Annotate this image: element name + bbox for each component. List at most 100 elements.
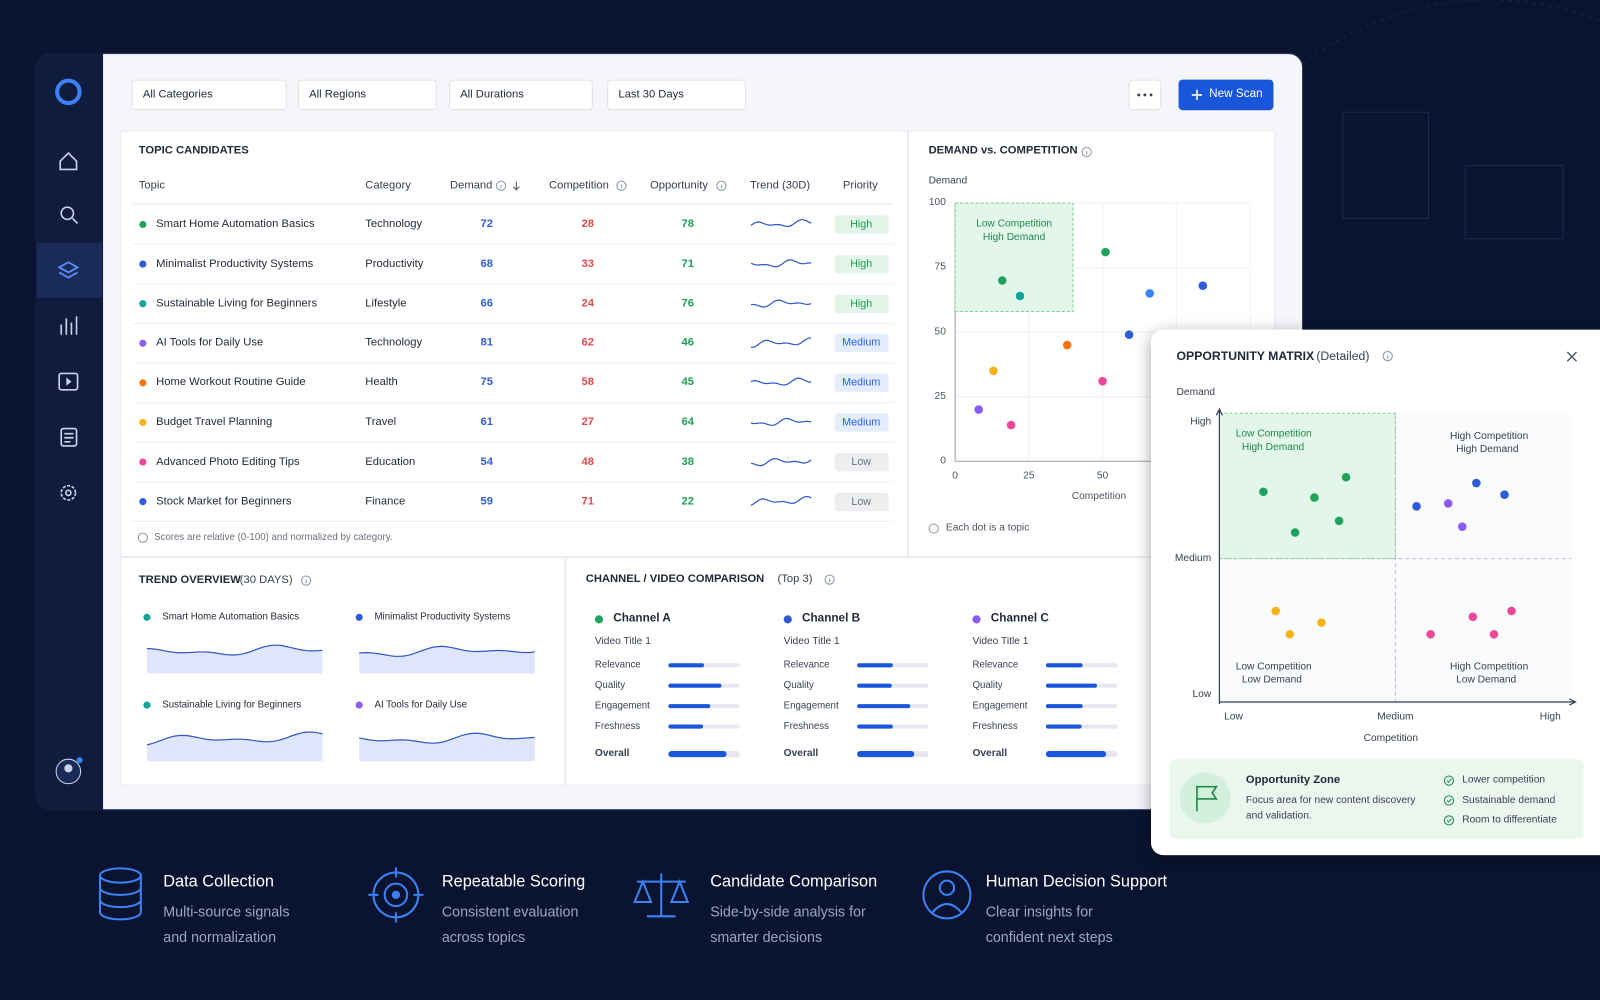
icon-doc-lines bbox=[64, 432, 74, 443]
column-header: Category bbox=[365, 179, 411, 192]
priority-label: High bbox=[850, 257, 873, 270]
icon-home bbox=[59, 151, 78, 171]
matrix-point bbox=[1507, 606, 1516, 616]
check-label: Room to differentiate bbox=[1462, 814, 1557, 826]
section-title: CHANNEL / VIDEO COMPARISON bbox=[585, 572, 765, 586]
filter-dropdown[interactable] bbox=[448, 79, 593, 111]
check-label: Sustainable demand bbox=[1462, 794, 1556, 806]
chart-note: Each dot is a topic bbox=[945, 522, 1030, 534]
sort-arrow bbox=[512, 181, 520, 191]
quadrant-label: Low Demand bbox=[1241, 674, 1302, 686]
score: 78 bbox=[681, 217, 694, 231]
topic-dot bbox=[139, 300, 147, 308]
x-tick-label: High bbox=[1539, 711, 1561, 723]
icon-video bbox=[58, 372, 79, 391]
topic-category: Education bbox=[365, 455, 416, 468]
feature-icon bbox=[938, 879, 956, 896]
feature-title: Human Decision Support bbox=[985, 873, 1168, 891]
x-tick-label: Medium bbox=[1377, 711, 1414, 723]
topic-category: Travel bbox=[365, 415, 397, 429]
x-axis-label: Competition bbox=[1071, 490, 1127, 503]
info-icon bbox=[716, 180, 727, 191]
metric-label: Quality bbox=[972, 679, 1003, 692]
filter-dropdown[interactable] bbox=[297, 79, 437, 111]
zone-label: High Demand bbox=[982, 231, 1046, 243]
filter-dropdown[interactable] bbox=[607, 79, 746, 111]
channel-name: Channel A bbox=[613, 612, 671, 625]
video-title: Video Title 1 bbox=[972, 635, 1029, 647]
zone bbox=[954, 202, 1074, 312]
priority-badge bbox=[834, 373, 889, 393]
metric-label: Engagement bbox=[972, 700, 1028, 712]
matrix-point bbox=[1290, 528, 1300, 537]
feature-icon bbox=[383, 882, 409, 908]
metric-bar bbox=[857, 751, 915, 758]
trend-line bbox=[359, 645, 535, 657]
filter-label: All Regions bbox=[309, 88, 366, 101]
check-mark bbox=[1446, 778, 1452, 783]
close-icon bbox=[1566, 351, 1578, 362]
check-label: Lower competition bbox=[1462, 774, 1546, 786]
footnote: Scores are relative (0-100) and normaliz… bbox=[154, 531, 393, 544]
score: 76 bbox=[681, 297, 694, 310]
axis-line bbox=[1215, 407, 1223, 705]
icon-doc bbox=[60, 427, 78, 447]
scatter-point bbox=[1145, 289, 1155, 298]
channel-card bbox=[565, 557, 1174, 786]
filter-label: All Durations bbox=[460, 88, 524, 101]
video-title: Video Title 1 bbox=[594, 635, 651, 647]
quadrant-label: Low Competition bbox=[1235, 428, 1312, 440]
topic-name: Sustainable Living for Beginners bbox=[156, 297, 318, 310]
metric-track bbox=[857, 724, 929, 729]
score: 48 bbox=[581, 455, 595, 468]
metric-bar bbox=[668, 663, 705, 668]
scatter-point bbox=[1098, 376, 1107, 386]
y-tick-label: High bbox=[1190, 415, 1212, 428]
trend-dot bbox=[143, 613, 151, 621]
trend-sparkline bbox=[751, 299, 812, 308]
trend-dot bbox=[355, 701, 363, 709]
matrix-point bbox=[1259, 487, 1268, 497]
score: 72 bbox=[480, 217, 493, 231]
y-tick-label: 25 bbox=[934, 390, 946, 402]
channel-name: Channel C bbox=[990, 612, 1049, 625]
quadrant-label: High Competition bbox=[1449, 430, 1529, 442]
feature-text: Consistent evaluation bbox=[441, 903, 579, 920]
matrix-point bbox=[1443, 499, 1453, 508]
icon-chart bbox=[60, 316, 78, 335]
score: 75 bbox=[480, 376, 493, 389]
channel-dot bbox=[594, 615, 604, 624]
plus-icon bbox=[1191, 89, 1203, 100]
decor-card bbox=[1342, 111, 1430, 219]
trend-name: Minimalist Productivity Systems bbox=[374, 611, 511, 623]
metric-track bbox=[857, 663, 929, 668]
section-title: TOPIC CANDIDATES bbox=[138, 144, 249, 157]
matrix-point bbox=[1310, 493, 1319, 502]
priority-badge bbox=[834, 334, 889, 353]
feature-icon bbox=[922, 870, 972, 920]
channel-name: Channel B bbox=[802, 612, 861, 625]
priority-label: High bbox=[850, 218, 873, 231]
y-tick-label: 0 bbox=[940, 455, 946, 467]
icon-layers bbox=[57, 261, 80, 279]
metric-label: Freshness bbox=[594, 720, 641, 732]
more-dot bbox=[1143, 93, 1147, 97]
sidebar bbox=[35, 53, 104, 811]
metric-track bbox=[1045, 724, 1118, 729]
axis-line bbox=[1219, 698, 1577, 706]
score: 38 bbox=[681, 455, 694, 468]
more-dot bbox=[1137, 93, 1141, 97]
column-header: Demand bbox=[449, 179, 493, 192]
filter-dropdown[interactable] bbox=[131, 79, 287, 111]
matrix-point bbox=[1317, 618, 1326, 627]
x-tick-label: 50 bbox=[1096, 470, 1109, 482]
trend-sparkline bbox=[750, 259, 812, 268]
avatar-head bbox=[64, 764, 73, 773]
feature-icon bbox=[633, 873, 690, 918]
scatter-point bbox=[1198, 281, 1208, 290]
topic-name: Smart Home Automation Basics bbox=[156, 217, 315, 231]
metric-track bbox=[668, 724, 740, 729]
matrix-point bbox=[1426, 629, 1435, 639]
